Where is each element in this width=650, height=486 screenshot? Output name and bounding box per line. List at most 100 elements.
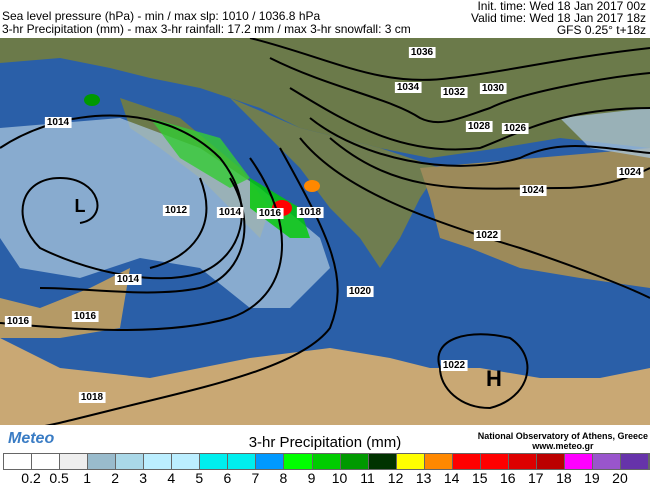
isobar-label-bg (78, 392, 106, 403)
isobar-label: 1034 (397, 82, 420, 93)
isobar-label: 1012 (165, 205, 188, 216)
isobar-label-bg (501, 123, 529, 134)
isobar-label: 1024 (522, 185, 545, 196)
colorbar-swatch (621, 454, 650, 469)
colorbar-tick: 16 (499, 470, 516, 486)
isobar-label: 1028 (468, 121, 491, 132)
colorbar-swatch (172, 454, 201, 469)
colorbar-tick: 0.2 (21, 470, 41, 486)
isobar-label: 1014 (117, 274, 140, 285)
isobar-label: 1022 (443, 360, 466, 371)
isobar-label-bg (473, 230, 501, 241)
colorbar-swatch (424, 454, 453, 469)
high-pressure-label: H (486, 366, 502, 391)
colorbar-tick: 1 (83, 470, 92, 486)
colorbar-tick: 4 (167, 470, 176, 486)
colorbar-tick: 7 (251, 470, 260, 486)
isobar-label-bg (440, 360, 468, 371)
title-precip: 3-hr Precipitation (mm) - max 3-hr rainf… (2, 22, 411, 36)
colorbar-swatch (368, 454, 397, 469)
isobar-label-bg (479, 83, 507, 94)
colorbar-swatch (4, 454, 33, 469)
colorbar-swatch (60, 454, 89, 469)
colorbar-swatch (340, 454, 369, 469)
isobar-label-bg (394, 82, 422, 93)
isobar-label: 1020 (349, 286, 372, 297)
isobar-label-bg (256, 208, 284, 219)
colorbar-swatch (480, 454, 509, 469)
colorbar-swatch (592, 454, 622, 469)
colorbar (3, 453, 650, 470)
colorbar-tick: 15 (471, 470, 488, 486)
org-name: National Observatory of Athens, Greece (477, 431, 648, 441)
init-time: Init. time: Wed 18 Jan 2017 00z (477, 0, 646, 13)
precip-max-2 (304, 180, 320, 192)
isobars (0, 38, 650, 428)
precip-core-1 (150, 118, 250, 188)
isobar-label: 1014 (47, 117, 70, 128)
isobar-labels: 1036 1034 1032 1030 1028 1026 1024 1024 1022 1… (4, 47, 644, 403)
title-slp: Sea level pressure (hPa) - min / max slp… (2, 9, 321, 23)
model-info: GFS 0.25° t+18z (556, 23, 646, 37)
balkans (230, 98, 440, 268)
precip-core-3 (84, 94, 100, 106)
isobar-label-bg (465, 121, 493, 132)
colorbar-tick: 6 (223, 470, 232, 486)
isobar-label-bg (114, 274, 142, 285)
isobar-label-bg (216, 207, 244, 218)
colorbar-swatch (564, 454, 593, 469)
isobar-label: 1024 (619, 167, 642, 178)
north-africa (0, 338, 650, 428)
colorbar-swatch (200, 454, 229, 469)
isobar-label-bg (44, 117, 72, 128)
isobar-label-bg (162, 205, 190, 216)
colorbar-title: 3-hr Precipitation (mm) (248, 434, 402, 451)
colorbar-tick: 3 (139, 470, 148, 486)
isobar-label: 1016 (74, 311, 97, 322)
colorbar-tick: 18 (556, 470, 572, 486)
isobar-label: 1018 (299, 207, 322, 218)
isobar-label: 1036 (411, 47, 434, 58)
colorbar-tick: 20 (612, 470, 628, 486)
isobar-label-bg (616, 167, 644, 178)
colorbar-swatch (312, 454, 341, 469)
precip-east (560, 108, 650, 158)
colorbar-swatch (256, 454, 285, 469)
colorbar-tick: 14 (443, 470, 460, 486)
colorbar-tick: 12 (387, 470, 404, 486)
org-url: www.meteo.gr (532, 441, 594, 451)
isobar-label: 1026 (504, 123, 527, 134)
meteo-logo: Meteo (8, 430, 55, 447)
turkey (420, 148, 650, 288)
isobar-label: 1016 (7, 316, 30, 327)
isobar-label: 1032 (443, 87, 466, 98)
colorbar-swatch (116, 454, 145, 469)
colorbar-tick: 11 (360, 470, 375, 486)
colorbar-swatch (32, 454, 61, 469)
isobar-label-bg (519, 185, 547, 196)
colorbar-swatch (228, 454, 257, 469)
low-pressure-label: L (75, 196, 86, 216)
isobar-label: 1016 (259, 208, 282, 219)
colorbar-tick: 0.5 (49, 470, 69, 486)
colorbar-tick: 8 (279, 470, 288, 486)
colorbar-tick: 2 (111, 470, 120, 486)
colorbar-tick: 5 (195, 470, 204, 486)
colorbar-swatch (452, 454, 481, 469)
isobar-label: 1018 (81, 392, 104, 403)
isobar-label-bg (346, 286, 374, 297)
colorbar-swatch (508, 454, 537, 469)
colorbar-tick: 10 (331, 470, 348, 486)
colorbar-swatch (536, 454, 565, 469)
colorbar-tick: 13 (415, 470, 432, 486)
isobar-label: 1014 (219, 207, 242, 218)
weather-map: 1036 1034 1032 1030 1028 1026 1024 1024 1022 1… (0, 38, 650, 428)
colorbar-swatch (88, 454, 117, 469)
isobar-label: 1022 (476, 230, 499, 241)
organization: National Observatory of Athens, Greece w… (478, 431, 648, 451)
colorbar-tick: 9 (307, 470, 316, 486)
valid-time: Valid time: Wed 18 Jan 2017 18z (471, 11, 646, 25)
colorbar-tick: 19 (584, 470, 600, 486)
colorbar-swatch (144, 454, 173, 469)
isobar-label-bg (296, 207, 324, 218)
